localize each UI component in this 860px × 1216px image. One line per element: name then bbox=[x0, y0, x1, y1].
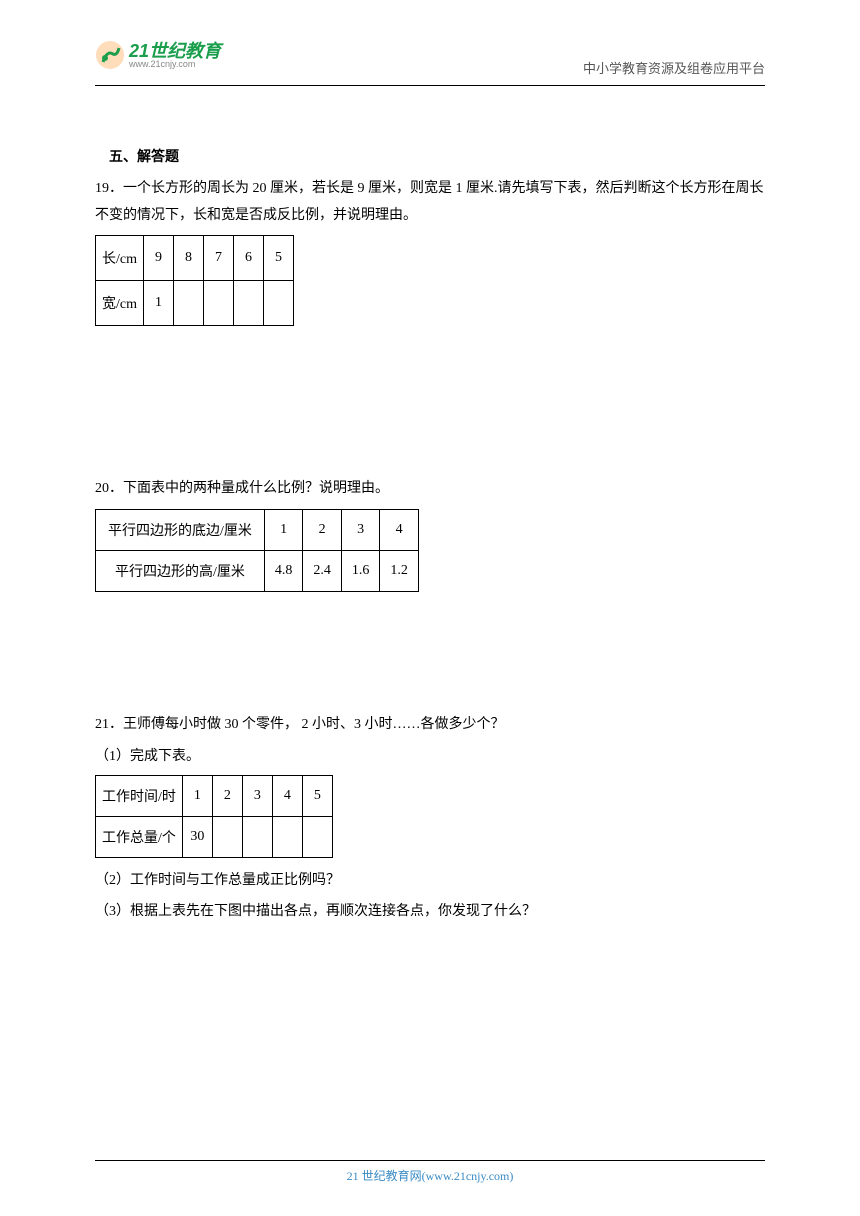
table-cell: 8 bbox=[174, 236, 204, 281]
question-19-table: 长/cm 9 8 7 6 5 宽/cm 1 bbox=[95, 235, 294, 326]
header-right-text: 中小学教育资源及组卷应用平台 bbox=[583, 58, 765, 77]
table-cell: 2 bbox=[212, 775, 242, 816]
logo-text-block: 21世纪教育 www.21cnjy.com bbox=[129, 42, 221, 69]
header-divider bbox=[95, 85, 765, 86]
table-cell bbox=[174, 281, 204, 326]
table-cell: 6 bbox=[234, 236, 264, 281]
footer-divider bbox=[95, 1160, 765, 1161]
table-cell bbox=[212, 816, 242, 857]
spacer bbox=[95, 602, 765, 712]
logo-area: 21世纪教育 www.21cnjy.com bbox=[95, 40, 221, 70]
table-cell-label: 工作时间/时 bbox=[96, 775, 183, 816]
table-cell: 1.6 bbox=[341, 550, 380, 591]
page-header: 21世纪教育 www.21cnjy.com 中小学教育资源及组卷应用平台 bbox=[95, 40, 765, 77]
table-cell bbox=[302, 816, 332, 857]
table-cell: 1.2 bbox=[380, 550, 419, 591]
question-21-text: 21．王师傅每小时做 30 个零件， 2 小时、3 小时……各做多少个？ bbox=[95, 712, 765, 739]
table-cell: 5 bbox=[264, 236, 294, 281]
table-cell: 30 bbox=[182, 816, 212, 857]
table-row: 长/cm 9 8 7 6 5 bbox=[96, 236, 294, 281]
spacer bbox=[95, 336, 765, 476]
table-row: 平行四边形的高/厘米 4.8 2.4 1.6 1.2 bbox=[96, 550, 419, 591]
table-cell bbox=[272, 816, 302, 857]
question-20-text: 20．下面表中的两种量成什么比例？说明理由。 bbox=[95, 476, 765, 503]
table-cell bbox=[242, 816, 272, 857]
table-row: 工作时间/时 1 2 3 4 5 bbox=[96, 775, 333, 816]
question-21-sub1: （1）完成下表。 bbox=[95, 744, 765, 771]
table-cell: 2 bbox=[303, 509, 342, 550]
table-cell: 4.8 bbox=[264, 550, 303, 591]
table-cell: 7 bbox=[204, 236, 234, 281]
table-cell: 9 bbox=[144, 236, 174, 281]
table-cell-label: 平行四边形的高/厘米 bbox=[96, 550, 265, 591]
logo-main-text: 21世纪教育 bbox=[129, 42, 221, 60]
question-21-table: 工作时间/时 1 2 3 4 5 工作总量/个 30 bbox=[95, 775, 333, 858]
question-19-text: 19．一个长方形的周长为 20 厘米，若长是 9 厘米，则宽是 1 厘米.请先填… bbox=[95, 176, 765, 229]
table-cell bbox=[264, 281, 294, 326]
question-21-sub2: （2）工作时间与工作总量成正比例吗？ bbox=[95, 868, 765, 895]
table-cell-label: 长/cm bbox=[96, 236, 144, 281]
table-cell: 1 bbox=[264, 509, 303, 550]
table-row: 平行四边形的底边/厘米 1 2 3 4 bbox=[96, 509, 419, 550]
table-cell: 2.4 bbox=[303, 550, 342, 591]
table-row: 宽/cm 1 bbox=[96, 281, 294, 326]
table-cell: 4 bbox=[272, 775, 302, 816]
table-cell-label: 工作总量/个 bbox=[96, 816, 183, 857]
logo-icon bbox=[95, 40, 125, 70]
table-cell: 3 bbox=[341, 509, 380, 550]
table-cell bbox=[234, 281, 264, 326]
section-title: 五、解答题 bbox=[95, 146, 765, 166]
table-cell-label: 宽/cm bbox=[96, 281, 144, 326]
table-cell: 3 bbox=[242, 775, 272, 816]
table-cell: 4 bbox=[380, 509, 419, 550]
table-cell bbox=[204, 281, 234, 326]
question-20-table: 平行四边形的底边/厘米 1 2 3 4 平行四边形的高/厘米 4.8 2.4 1… bbox=[95, 509, 419, 592]
table-cell: 1 bbox=[182, 775, 212, 816]
table-cell: 5 bbox=[302, 775, 332, 816]
footer-text: 21 世纪教育网(www.21cnjy.com) bbox=[0, 1167, 860, 1184]
table-cell: 1 bbox=[144, 281, 174, 326]
logo-sub-text: www.21cnjy.com bbox=[129, 60, 221, 69]
table-row: 工作总量/个 30 bbox=[96, 816, 333, 857]
question-21-sub3: （3）根据上表先在下图中描出各点，再顺次连接各点，你发现了什么？ bbox=[95, 899, 765, 926]
table-cell-label: 平行四边形的底边/厘米 bbox=[96, 509, 265, 550]
